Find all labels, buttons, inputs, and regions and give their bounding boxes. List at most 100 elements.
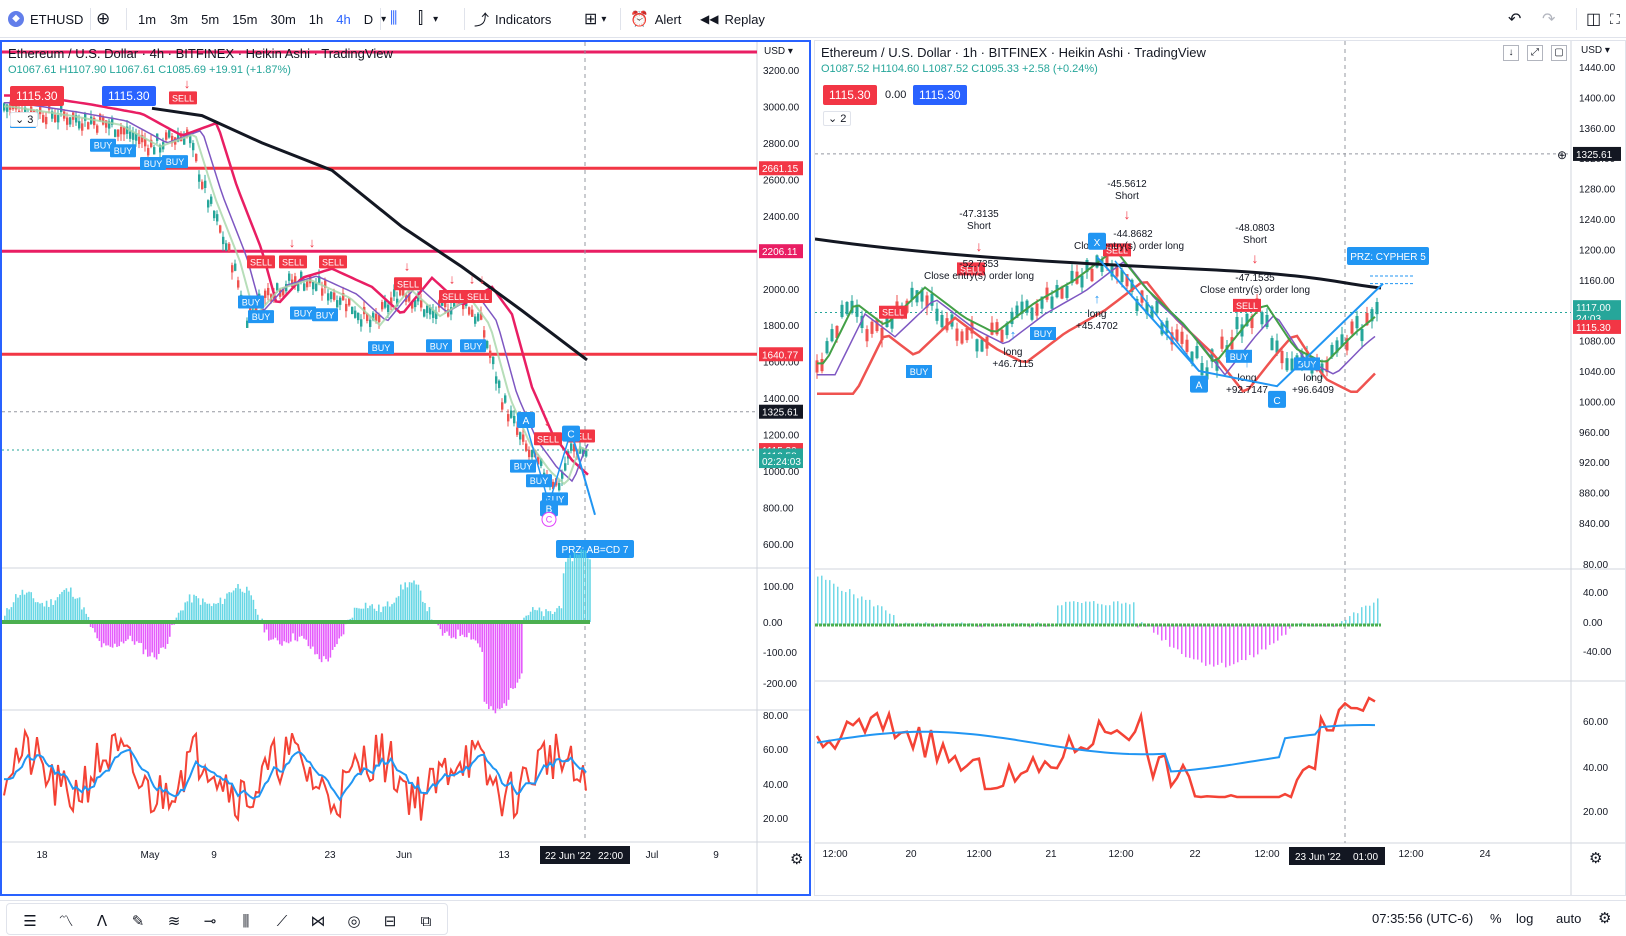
expand-icon[interactable]: ⤢ — [1527, 45, 1543, 61]
gear-icon[interactable]: ⚙ — [1589, 850, 1603, 867]
macd-histogram-bar — [109, 622, 112, 647]
sma-line-black — [815, 237, 1382, 290]
chevron-down-icon[interactable]: ▾ — [381, 13, 387, 25]
elliott-wave-icon[interactable]: ᐱ — [96, 913, 108, 930]
candle-body — [1245, 313, 1249, 326]
gear-icon[interactable]: ⚙ — [1598, 910, 1612, 927]
maximize-icon[interactable]: ▢ — [1551, 45, 1567, 61]
currency-label[interactable]: USD ▾ — [764, 46, 793, 57]
interval-5m[interactable]: 5m — [201, 11, 220, 27]
chart-type-candle-button[interactable]: ⫿ ▾ — [418, 0, 438, 38]
price-level-tag-text: 1115.30 — [1576, 323, 1611, 334]
buy-signal-label — [90, 138, 116, 152]
candle-body — [60, 104, 63, 113]
candle-body — [865, 329, 869, 342]
buy-price-button[interactable]: 1115.30 — [913, 85, 967, 105]
macd-histogram-bar — [45, 600, 48, 622]
sell-price-button[interactable]: 1115.30 — [823, 85, 877, 105]
candle-body — [1035, 303, 1039, 316]
macd-histogram-bar — [463, 622, 466, 638]
drawing-toolbar: ☰ 〽 ᐱ ✎ ≋ ⊸ ⫼ ⟋ ⋈ ◎ ⊟ ⧉ — [6, 903, 448, 935]
candle-body — [384, 300, 387, 308]
macd-histogram-bar — [1117, 601, 1119, 625]
candle-body — [525, 443, 528, 451]
interval-1m[interactable]: 1m — [138, 11, 157, 27]
replay-button[interactable]: ◀◀ Replay — [700, 0, 765, 38]
trend-lines-icon[interactable]: ☰ — [23, 913, 37, 930]
pattern-icon[interactable]: ⋈ — [310, 913, 326, 930]
alert-button[interactable]: ⏰ Alert — [630, 0, 681, 38]
templates-button[interactable]: ⊞ ▾ — [584, 0, 606, 38]
symbol-search[interactable]: ◆ ETHUSD — [8, 0, 83, 38]
macd-histogram-bar — [380, 612, 382, 622]
buy-signal-label — [368, 341, 394, 355]
chart-canvas-4h[interactable]: 3200.003000.002800.002600.002400.002200.… — [2, 42, 809, 894]
interval-3m[interactable]: 3m — [170, 11, 189, 27]
macd-histogram-bar — [153, 622, 156, 658]
macd-histogram-bar — [400, 584, 402, 622]
candle-body — [840, 304, 844, 317]
macd-histogram-bar — [336, 622, 338, 645]
arrow-down-icon[interactable]: ↓ — [1503, 45, 1519, 61]
down-arrow-icon: ↓ — [289, 235, 296, 250]
measure-icon[interactable]: ⧉ — [420, 913, 432, 930]
interval-1h[interactable]: 1h — [308, 11, 324, 27]
percent-toggle[interactable]: % — [1490, 911, 1502, 926]
candle-body — [213, 210, 216, 219]
abc-pattern-icon[interactable]: 〽 — [58, 913, 74, 930]
clock[interactable]: 07:35:56 (UTC-6) — [1372, 911, 1474, 926]
macd-histogram-bar — [1181, 625, 1183, 654]
auto-toggle[interactable]: auto — [1556, 911, 1582, 926]
indicator-collapse-toggle[interactable]: ⌄ 3 — [10, 112, 39, 127]
macd-histogram-bar — [1369, 605, 1371, 625]
macd-histogram-bar — [1233, 625, 1235, 665]
buy-signal-text: BUY — [316, 310, 335, 320]
macd-histogram-bar — [833, 583, 835, 625]
macd-histogram-bar — [573, 551, 576, 622]
candle-body — [1325, 359, 1329, 373]
chart-canvas-1h[interactable]: 1440.001400.001360.001320.001280.001240.… — [815, 41, 1625, 895]
channel-icon[interactable]: ≋ — [167, 913, 181, 930]
macd-histogram-bar — [217, 602, 219, 622]
macd-histogram-bar — [224, 598, 226, 622]
vertical-lines-icon[interactable]: ⫼ — [242, 913, 250, 930]
chart-pane-1h[interactable]: 1440.001400.001360.001320.001280.001240.… — [814, 40, 1626, 896]
candle-body — [420, 300, 423, 308]
macd-histogram-bar — [1161, 625, 1163, 641]
interval-d[interactable]: D — [363, 11, 374, 27]
pen-icon[interactable]: ✎ — [131, 913, 145, 930]
gear-icon[interactable]: ⚙ — [790, 851, 804, 868]
indicators-button[interactable]: ⤴ Indicators — [474, 0, 551, 38]
candle-body — [1280, 350, 1284, 364]
macd-histogram-bar — [195, 595, 197, 622]
interval-4h[interactable]: 4h — [336, 11, 351, 27]
indicator-collapse-toggle[interactable]: ⌄ 2 — [823, 111, 852, 126]
price-tick: 1080.00 — [1579, 337, 1616, 348]
redo-button[interactable]: ↷ — [1542, 0, 1555, 38]
buy-price-button[interactable]: 1115.30 — [102, 86, 156, 106]
horizontal-line-icon[interactable]: ⊸ — [203, 913, 217, 930]
cycle-icon[interactable]: ◎ — [347, 913, 361, 930]
ray-icon[interactable]: ⟋ — [276, 913, 288, 930]
interval-15m[interactable]: 15m — [232, 11, 258, 27]
macd-histogram-bar — [532, 607, 534, 622]
candle-body — [108, 121, 111, 129]
chart-pane-4h[interactable]: 3200.003000.002800.002600.002400.002200.… — [0, 40, 811, 896]
indicator-count: 2 — [840, 113, 847, 125]
chart-type-bar-button[interactable]: ⫼ — [390, 0, 397, 38]
log-toggle[interactable]: log — [1516, 911, 1534, 926]
position-icon[interactable]: ⊟ — [383, 913, 397, 930]
interval-30m[interactable]: 30m — [270, 11, 296, 27]
candle-body — [885, 314, 889, 328]
macd-histogram-bar — [182, 610, 184, 622]
currency-label[interactable]: USD ▾ — [1581, 45, 1610, 56]
candle-body — [1025, 300, 1029, 313]
candle-body — [201, 181, 204, 189]
layout-button[interactable]: ◫ — [1586, 0, 1601, 38]
undo-button[interactable]: ↶ — [1508, 0, 1521, 38]
fullscreen-button[interactable]: ⛶ — [1610, 0, 1620, 38]
macd-histogram-bar — [439, 622, 442, 630]
candle-body — [507, 414, 510, 422]
sell-price-button[interactable]: 1115.30 — [10, 86, 64, 106]
compare-button[interactable]: ⊕ — [96, 0, 110, 38]
